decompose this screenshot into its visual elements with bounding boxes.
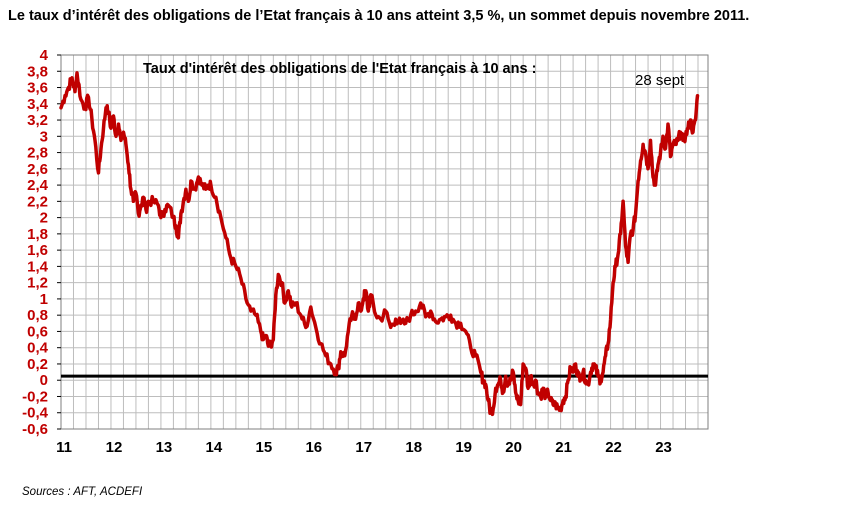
x-tick-label: 15 xyxy=(256,439,273,456)
y-axis: -0,6-0,4-0,200,20,40,60,811,21,41,61,822… xyxy=(22,47,61,438)
y-tick-label: 2,4 xyxy=(27,177,49,194)
x-tick-label: 14 xyxy=(206,439,223,456)
x-tick-label: 11 xyxy=(56,439,72,456)
x-tick-label: 21 xyxy=(555,439,572,456)
series-line-oat-10y xyxy=(59,71,700,417)
y-tick-label: 0,8 xyxy=(27,307,48,324)
y-tick-label: 4 xyxy=(40,47,49,64)
y-tick-label: 1,6 xyxy=(27,242,48,259)
x-tick-label: 17 xyxy=(355,439,372,456)
x-tick-label: 12 xyxy=(106,439,123,456)
x-tick-label: 13 xyxy=(156,439,173,456)
x-tick-label: 16 xyxy=(305,439,322,456)
y-tick-label: 3,8 xyxy=(27,63,48,80)
chart-title: Taux d'intérêt des obligations de l'Etat… xyxy=(143,61,536,77)
plot-border xyxy=(60,54,709,430)
x-tick-label: 19 xyxy=(455,439,472,456)
y-tick-label: 0,6 xyxy=(27,323,48,340)
source-note: Sources : AFT, ACDEFI xyxy=(22,486,143,498)
y-tick-label: -0,2 xyxy=(22,388,48,405)
grid xyxy=(60,54,709,430)
y-tick-label: 3,4 xyxy=(27,96,49,113)
y-tick-label: 0,4 xyxy=(27,340,49,357)
x-tick-label: 23 xyxy=(655,439,672,456)
y-tick-label: 2 xyxy=(40,210,48,227)
y-tick-label: 1 xyxy=(40,291,48,308)
y-tick-label: 1,2 xyxy=(27,275,48,292)
y-tick-label: 2,2 xyxy=(27,193,48,210)
x-tick-label: 22 xyxy=(605,439,622,456)
x-axis: 11 12 13 14 15 16 17 18 19 20 21 22 23 xyxy=(56,439,672,456)
y-tick-label: 3 xyxy=(40,128,48,145)
y-tick-label: 1,4 xyxy=(27,258,49,275)
y-tick-label: 3,6 xyxy=(27,80,48,97)
y-tick-label: 2,8 xyxy=(27,145,48,162)
x-tick-label: 18 xyxy=(405,439,422,456)
y-tick-label: 2,6 xyxy=(27,161,48,178)
y-tick-label: 0,2 xyxy=(27,356,48,373)
y-tick-label: -0,6 xyxy=(22,421,48,438)
y-tick-label: -0,4 xyxy=(22,405,49,422)
date-annotation: 28 sept xyxy=(635,72,685,89)
x-tick-label: 20 xyxy=(505,439,522,456)
headline: Le taux d’intérêt des obligations de l’E… xyxy=(8,8,750,24)
y-tick-label: 3,2 xyxy=(27,112,48,129)
y-tick-label: 1,8 xyxy=(27,226,48,243)
y-tick-label: 0 xyxy=(40,372,48,389)
